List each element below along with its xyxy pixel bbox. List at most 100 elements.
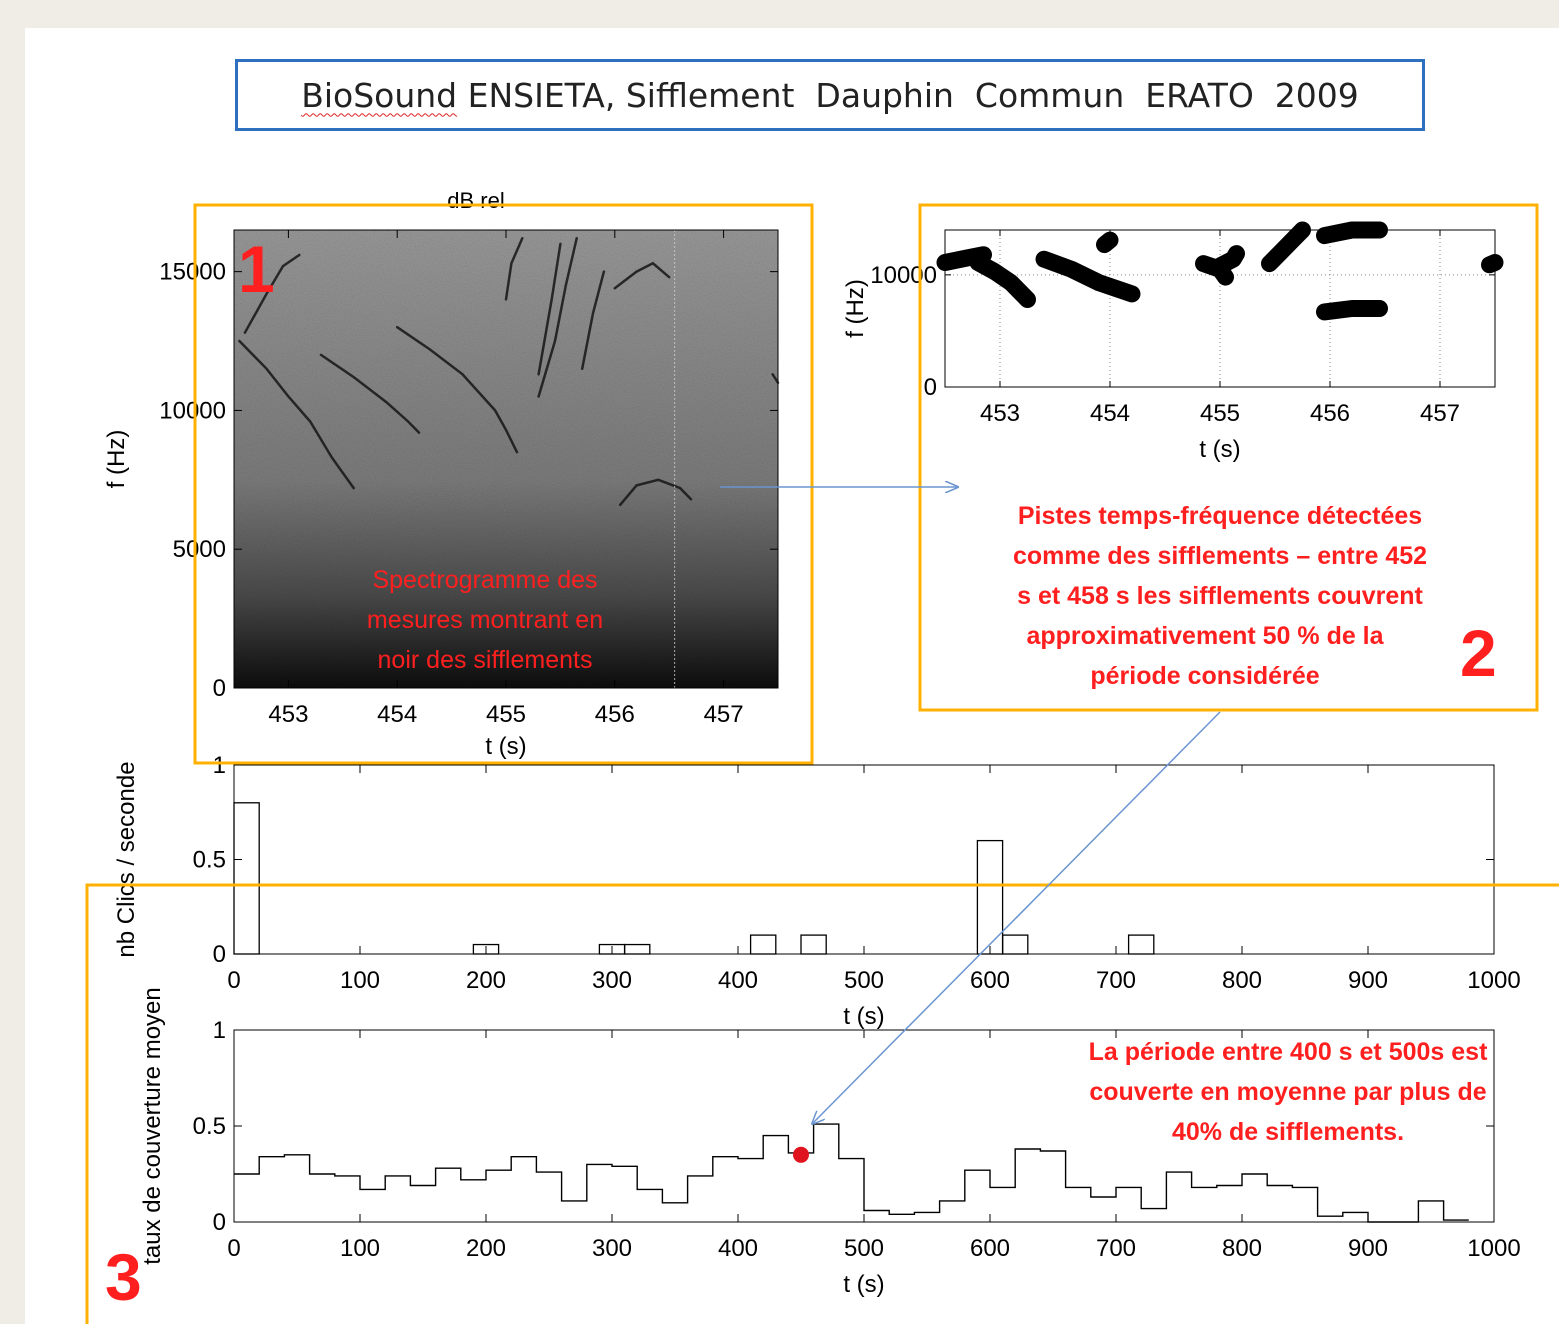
x-tick-label: 400 xyxy=(718,1235,758,1262)
x-axis-label: t (s) xyxy=(843,1271,884,1298)
box2-line: approximativement 50 % de la xyxy=(1026,622,1384,650)
x-tick-label: 900 xyxy=(1348,967,1388,994)
x-tick-label: 456 xyxy=(595,701,635,728)
x-tick-label: 500 xyxy=(844,967,884,994)
x-axis-label: t (s) xyxy=(1199,436,1240,463)
detected-track xyxy=(1035,250,1141,303)
box2-line: période considérée xyxy=(1090,662,1320,690)
box1-line: mesures montrant en xyxy=(366,606,604,634)
x-tick-label: 500 xyxy=(844,1235,884,1262)
coverage-chart: 0 100 200 300 400 500 600 700 800 900 1000 0 0.5 1 t (… xyxy=(139,987,1521,1298)
spectrogram-noise xyxy=(234,230,778,688)
highlight-box-2 xyxy=(918,203,1539,712)
whistle-contour xyxy=(618,478,693,507)
y-tick-label: 10000 xyxy=(870,262,937,289)
plot-frame xyxy=(233,764,1495,955)
x-tick-label: 400 xyxy=(718,967,758,994)
detected-track xyxy=(1261,221,1311,273)
x-tick-label: 900 xyxy=(1348,1235,1388,1262)
whistle-contour xyxy=(238,339,355,490)
spectrogram-chart: 453 454 455 456 457 0 5000 10000 15000 t (s) f (Hz… xyxy=(103,188,780,760)
box3-line: couverte en moyenne par plus de xyxy=(1089,1078,1487,1106)
histogram-bar xyxy=(1001,934,1029,955)
box2-line: comme des sifflements – entre 452 xyxy=(1012,542,1428,570)
detected-track xyxy=(1316,221,1388,245)
highlight-box-1 xyxy=(193,203,814,765)
detected-track xyxy=(1481,254,1504,274)
slide-title: BioSound ENSIETA, Sifflement Dauphin Com… xyxy=(235,59,1425,131)
plot-frame xyxy=(944,229,1496,388)
whistle-contour xyxy=(395,325,519,454)
detected-track xyxy=(1316,300,1388,321)
x-tick-label: 0 xyxy=(227,967,240,994)
whistle-contour xyxy=(243,253,301,334)
whistle-contour xyxy=(613,261,671,290)
y-tick-label: 1 xyxy=(213,752,226,779)
highlight-box-3 xyxy=(85,883,1559,1324)
x-tick-label: 100 xyxy=(340,1235,380,1262)
arrow-tracks-to-coverage xyxy=(812,711,1221,1124)
whistle-contour xyxy=(771,373,780,384)
x-tick-label: 1000 xyxy=(1467,1235,1520,1262)
x-tick-label: 1000 xyxy=(1467,967,1520,994)
detected-track xyxy=(1096,231,1119,254)
x-tick-label: 457 xyxy=(1420,400,1460,427)
tracks-chart: 453 454 455 456 457 0 10000 t (s) f (Hz) xyxy=(842,221,1504,463)
x-tick-label: 600 xyxy=(970,1235,1010,1262)
x-tick-label: 200 xyxy=(466,1235,506,1262)
coverage-step-line xyxy=(234,1123,1469,1223)
box2-line: s et 458 s les sifflements couvrent xyxy=(1017,582,1423,610)
x-tick-label: 0 xyxy=(227,1235,240,1262)
histogram-bar xyxy=(976,839,1004,955)
x-tick-label: 300 xyxy=(592,967,632,994)
box2-annotation: Pistes temps-fréquence détectées comme d… xyxy=(940,496,1500,696)
x-tick-label: 454 xyxy=(1090,400,1130,427)
y-tick-label: 0 xyxy=(213,1209,226,1236)
box3-number: 3 xyxy=(105,1240,142,1314)
y-axis-label: f (Hz) xyxy=(103,430,130,489)
y-tick-label: 0 xyxy=(213,941,226,968)
annotation-overlay xyxy=(85,203,1559,1324)
box2-number: 2 xyxy=(1460,616,1497,690)
box3-annotation: La période entre 400 s et 500s est couve… xyxy=(1038,1032,1538,1152)
x-tick-label: 455 xyxy=(1200,400,1240,427)
x-tick-label: 800 xyxy=(1222,1235,1262,1262)
y-axis-label: f (Hz) xyxy=(842,279,869,338)
x-tick-label: 600 xyxy=(970,967,1010,994)
y-tick-label: 10000 xyxy=(159,397,226,424)
histogram-bar xyxy=(623,943,651,955)
x-tick-label: 700 xyxy=(1096,967,1136,994)
x-tick-label: 457 xyxy=(704,701,744,728)
box1-line: noir des sifflements xyxy=(377,646,593,674)
y-axis-label: nb Clics / seconde xyxy=(113,761,140,957)
x-tick-label: 453 xyxy=(268,701,308,728)
plot-frame xyxy=(233,1029,1495,1223)
plot-background xyxy=(945,230,1495,387)
y-tick-label: 0 xyxy=(924,374,937,401)
whistle-contour xyxy=(580,270,606,371)
x-tick-label: 700 xyxy=(1096,1235,1136,1262)
x-axis-label: t (s) xyxy=(485,733,526,760)
box1-line: Spectrogramme des xyxy=(372,566,598,594)
y-axis-label: taux de couverture moyen xyxy=(139,987,166,1265)
chart-title: dB rel xyxy=(447,188,504,213)
histogram-bar xyxy=(233,802,260,955)
x-tick-label: 300 xyxy=(592,1235,632,1262)
title-rest: ENSIETA, Sifflement Dauphin Commun ERATO… xyxy=(457,75,1359,115)
whistle-contour xyxy=(319,353,421,434)
clicks-chart: 0 100 200 300 400 500 600 700 800 900 1000 0 0.5 1 t (… xyxy=(113,752,1521,1030)
whistle-contour xyxy=(537,242,562,376)
y-tick-label: 0.5 xyxy=(193,847,226,874)
box1-number: 1 xyxy=(238,232,275,306)
histogram-bar xyxy=(749,934,777,955)
whistle-contour xyxy=(504,237,524,301)
x-tick-label: 455 xyxy=(486,701,526,728)
whistle-contour xyxy=(537,237,578,398)
plot-frame xyxy=(233,229,779,689)
x-axis-label: t (s) xyxy=(843,1003,884,1030)
y-tick-label: 0 xyxy=(213,675,226,702)
highlight-marker xyxy=(793,1146,809,1163)
histogram-bar xyxy=(800,934,827,955)
x-tick-label: 453 xyxy=(980,400,1020,427)
box1-annotation: Spectrogramme des mesures montrant en no… xyxy=(300,560,670,680)
